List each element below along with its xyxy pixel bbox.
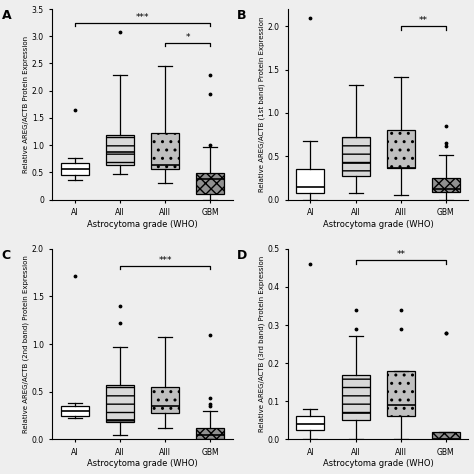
X-axis label: Astrocytoma grade (WHO): Astrocytoma grade (WHO) <box>87 219 198 228</box>
Text: ***: *** <box>136 13 149 22</box>
Text: A: A <box>2 9 11 22</box>
PathPatch shape <box>342 374 370 420</box>
X-axis label: Astrocytoma grade (WHO): Astrocytoma grade (WHO) <box>323 219 434 228</box>
PathPatch shape <box>432 432 460 439</box>
PathPatch shape <box>106 385 134 422</box>
X-axis label: Astrocytoma grade (WHO): Astrocytoma grade (WHO) <box>323 459 434 468</box>
PathPatch shape <box>61 406 89 416</box>
PathPatch shape <box>432 178 460 192</box>
PathPatch shape <box>297 417 325 430</box>
PathPatch shape <box>387 371 415 417</box>
PathPatch shape <box>151 387 179 413</box>
Y-axis label: Relative AREG/ACTB (2nd band) Protein Expression: Relative AREG/ACTB (2nd band) Protein Ex… <box>23 255 29 433</box>
Y-axis label: Relative AREG/ACTB Protein Expression: Relative AREG/ACTB Protein Expression <box>23 36 29 173</box>
Y-axis label: Relative AREG/ACTB (1st band) Protein Expression: Relative AREG/ACTB (1st band) Protein Ex… <box>258 17 264 192</box>
PathPatch shape <box>196 173 224 194</box>
Text: B: B <box>237 9 247 22</box>
PathPatch shape <box>387 130 415 168</box>
Y-axis label: Relative AREG/ACTB (3rd band) Protein Expression: Relative AREG/ACTB (3rd band) Protein Ex… <box>258 256 264 432</box>
PathPatch shape <box>61 163 89 174</box>
PathPatch shape <box>342 137 370 176</box>
Text: D: D <box>237 249 247 262</box>
X-axis label: Astrocytoma grade (WHO): Astrocytoma grade (WHO) <box>87 459 198 468</box>
PathPatch shape <box>106 136 134 165</box>
Text: **: ** <box>419 16 428 25</box>
Text: *: * <box>185 33 190 42</box>
PathPatch shape <box>297 169 325 193</box>
PathPatch shape <box>151 133 179 169</box>
Text: C: C <box>2 249 11 262</box>
PathPatch shape <box>196 428 224 439</box>
Text: ***: *** <box>158 256 172 265</box>
Text: **: ** <box>396 250 405 259</box>
